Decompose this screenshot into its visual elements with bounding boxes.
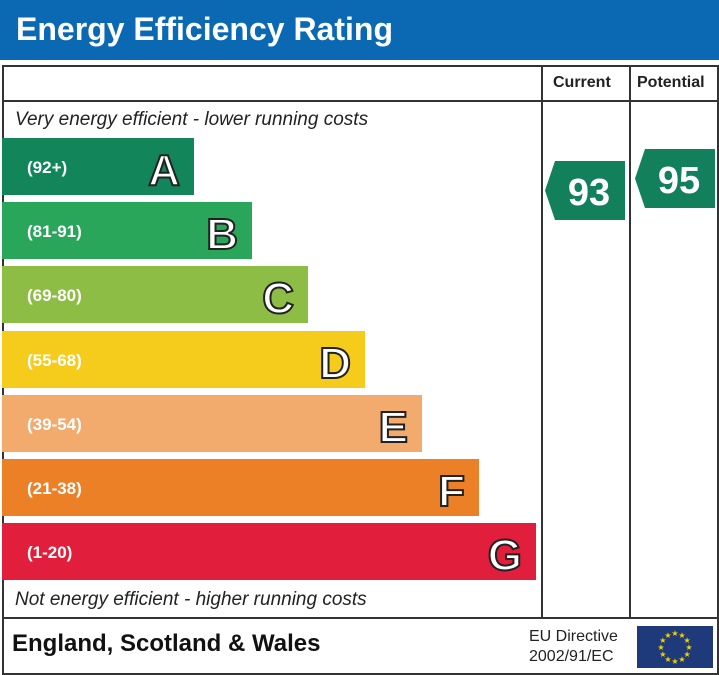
directive-line2: 2002/91/EC (529, 648, 614, 665)
star-icon: ★ (671, 657, 678, 666)
star-icon: ★ (657, 643, 664, 652)
star-icon: ★ (684, 650, 691, 659)
star-icon: ★ (671, 629, 678, 638)
band-bar-e (2, 395, 422, 452)
title-bar (0, 0, 719, 60)
directive-line1: EU Directive (529, 628, 618, 645)
band-letter-c: C (262, 274, 294, 323)
band-bar-c (2, 266, 308, 323)
current-column-header: Current (553, 74, 611, 91)
band-bar-f (2, 459, 479, 516)
star-icon: ★ (678, 631, 685, 640)
potential-rating-value: 95 (658, 160, 700, 202)
chart-title: Energy Efficiency Rating (16, 11, 393, 47)
band-range-b: (81-91) (27, 222, 82, 241)
band-letter-b: B (206, 210, 238, 259)
band-letter-d: D (319, 339, 351, 388)
band-letter-a: A (148, 146, 180, 195)
band-range-d: (55-68) (27, 351, 82, 370)
eu-directive: EU Directive 2002/91/EC (529, 627, 618, 667)
band-range-f: (21-38) (27, 479, 82, 498)
bottom-note: Not energy efficient - higher running co… (15, 589, 367, 610)
band-bar-g (2, 523, 536, 580)
band-letter-e: E (379, 403, 408, 452)
star-icon: ★ (664, 631, 671, 640)
band-letter-g: G (488, 531, 522, 580)
potential-rating-arrow (635, 149, 715, 208)
star-icon: ★ (678, 655, 685, 664)
footer-region: England, Scotland & Wales (12, 630, 321, 657)
star-icon: ★ (659, 636, 666, 645)
eu-flag-icon: ★ ★★★★★★★★★★★ (637, 626, 713, 668)
band-letter-f: F (438, 467, 465, 516)
star-icon: ★ (685, 643, 692, 652)
band-bar-d (2, 331, 365, 388)
current-column-divider (541, 65, 543, 618)
star-icon: ★ (664, 655, 671, 664)
current-rating-value: 93 (568, 172, 610, 214)
star-icon: ★ (659, 650, 666, 659)
band-bar-b (2, 202, 252, 259)
potential-column-header: Potential (637, 74, 705, 91)
current-rating-arrow (545, 161, 625, 220)
band-range-a: (92+) (27, 158, 67, 177)
band-bar-a (2, 138, 194, 195)
footer-divider (2, 617, 717, 619)
band-range-c: (69-80) (27, 286, 82, 305)
header-divider (2, 100, 717, 102)
potential-column-divider (629, 65, 631, 618)
band-range-e: (39-54) (27, 415, 82, 434)
top-note: Very energy efficient - lower running co… (15, 109, 369, 130)
star-icon: ★ (684, 636, 691, 645)
band-range-g: (1-20) (27, 543, 72, 562)
